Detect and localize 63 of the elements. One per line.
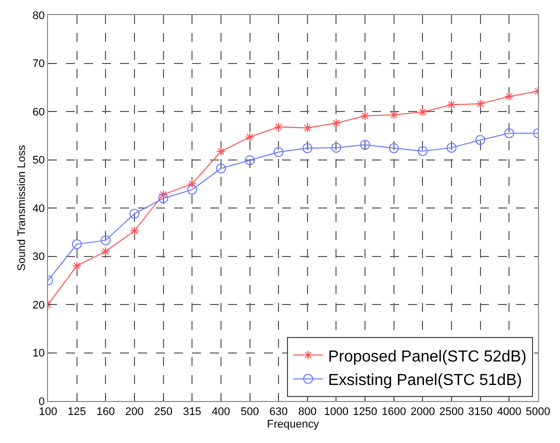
x-tick-label: 2500 [439,406,464,418]
point [331,142,342,153]
x-tick-label: 800 [298,406,317,418]
x-tick-label: 1600 [382,406,406,418]
y-tick-label: 80 [32,10,45,22]
point [129,208,140,219]
y-tick-label: 10 [32,348,45,360]
point [332,118,341,128]
legend-label: Proposed Panel(STC 52dB) [328,348,526,366]
point [187,184,198,195]
point [476,99,486,108]
point [360,140,370,150]
point [418,107,428,117]
point [72,261,82,271]
point [302,143,312,154]
point [389,110,399,120]
x-tick-label: 2000 [410,406,435,418]
point [302,123,312,133]
y-tick-label: 30 [32,251,45,264]
point [100,246,110,256]
x-tick-label: 250 [154,406,172,418]
point [100,235,111,246]
x-tick-label: 500 [240,406,259,418]
y-tick-label: 70 [32,58,45,70]
x-tick-label: 125 [68,406,86,418]
x-axis-title: Frequency [267,418,320,430]
point [244,155,255,166]
x-tick-label: 100 [38,406,58,418]
point [446,142,457,153]
x-tick-label: 400 [212,406,230,418]
point [418,146,428,156]
point [388,143,399,154]
y-tick-label: 20 [32,299,45,312]
legend-label: Exsisting Panel(STC 51dB) [328,372,522,390]
x-tick-label: 1000 [324,406,348,418]
point [72,239,82,250]
point [504,92,514,102]
point [274,122,284,132]
point [158,193,168,204]
x-tick-label: 160 [96,406,115,418]
x-tick-label: 5000 [526,406,550,418]
y-tick-label: 0 [38,396,45,408]
x-tick-label: 3150 [468,406,493,418]
y-tick-label: 40 [32,202,45,215]
point [158,190,168,200]
point [245,132,254,142]
x-tick-label: 200 [125,406,144,418]
x-tick-label: 630 [269,406,288,418]
point [216,146,226,156]
x-tick-label: 4000 [496,406,522,418]
point [446,100,456,110]
x-tick-label: 1250 [352,406,378,418]
point [360,111,370,121]
point [504,128,514,138]
x-tick-label: 315 [182,406,202,418]
y-tick-label: 50 [32,154,45,167]
point [130,226,140,236]
y-axis-title: Sound Transmission Loss [16,144,28,271]
point [216,163,226,174]
point [475,134,486,145]
point [274,147,284,158]
y-tick-label: 60 [32,106,45,118]
point [187,179,197,189]
